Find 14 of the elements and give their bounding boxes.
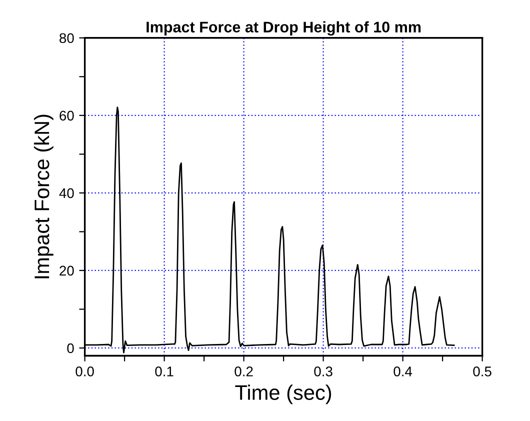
x-tick-label: 0.5	[473, 366, 492, 376]
x-tick-label: 0.1	[155, 366, 174, 376]
y-tick-label: 80	[60, 33, 74, 44]
x-tick-label: 0.4	[394, 366, 412, 376]
y-tick-label: 60	[60, 110, 74, 121]
x-tick-label: 0.3	[314, 366, 332, 376]
x-axis-title: Time (sec)	[235, 384, 332, 404]
y-tick-label: 20	[60, 266, 74, 276]
y-tick-label: 40	[59, 188, 74, 198]
y-tick-label: 0	[67, 343, 74, 354]
x-tick-label: 0.2	[234, 366, 253, 376]
chart-title: Impact Force at Drop Height of 10 mm	[146, 21, 421, 36]
y-axis-title: Impact Force (kN)	[34, 114, 54, 278]
x-tick-label: 0.0	[76, 366, 94, 376]
